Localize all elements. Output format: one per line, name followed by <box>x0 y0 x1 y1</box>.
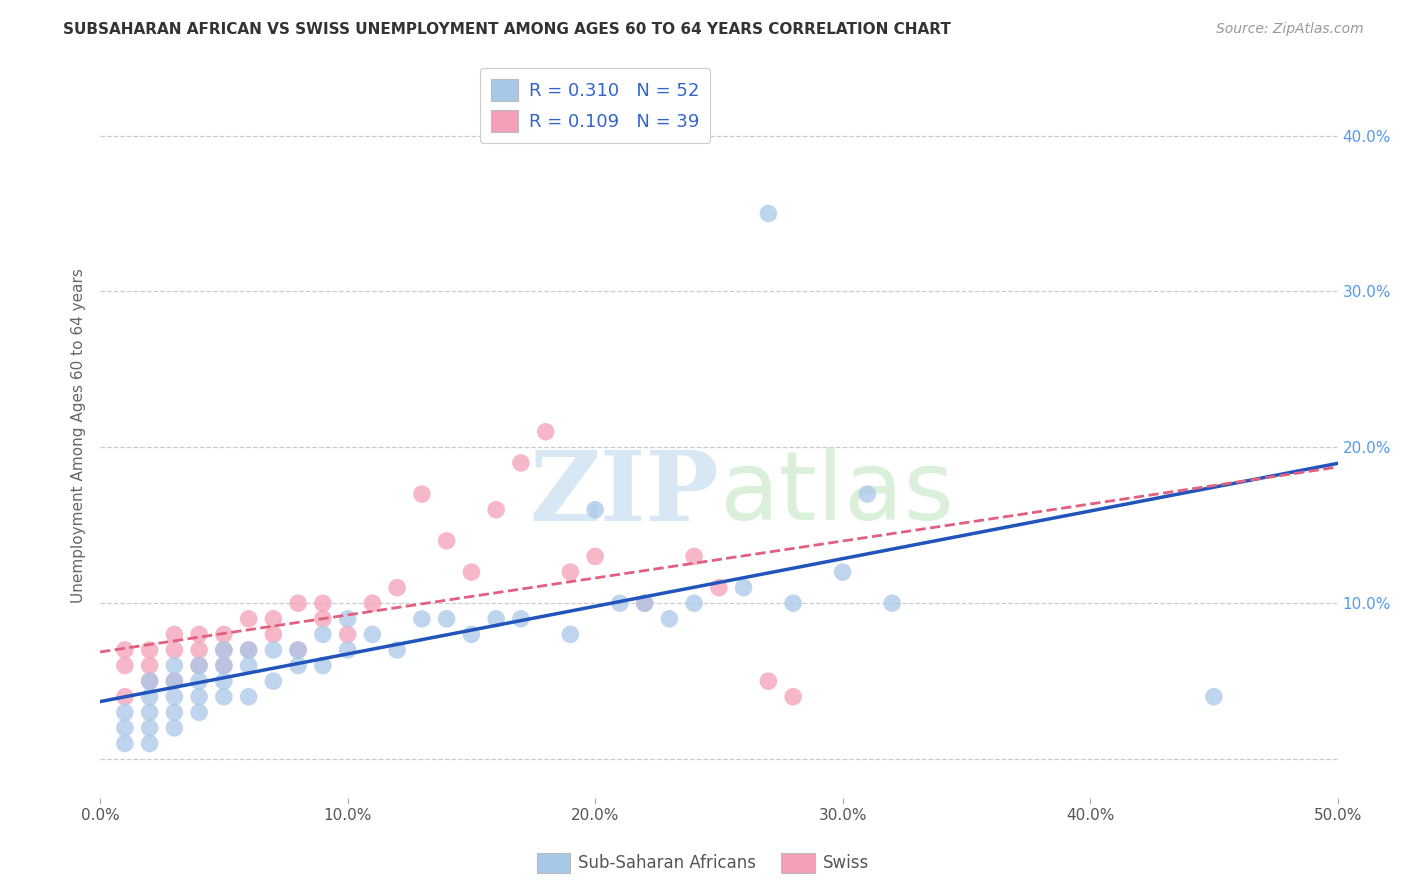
Point <box>114 658 136 673</box>
Point <box>287 643 309 657</box>
Text: SUBSAHARAN AFRICAN VS SWISS UNEMPLOYMENT AMONG AGES 60 TO 64 YEARS CORRELATION C: SUBSAHARAN AFRICAN VS SWISS UNEMPLOYMENT… <box>63 22 950 37</box>
Point <box>831 565 853 579</box>
Point <box>658 612 681 626</box>
Point <box>212 658 235 673</box>
Point <box>188 658 211 673</box>
Point <box>138 674 160 689</box>
Point <box>485 612 508 626</box>
Point <box>733 581 755 595</box>
Point <box>758 674 780 689</box>
Point <box>114 690 136 704</box>
Point <box>114 737 136 751</box>
Point <box>758 206 780 220</box>
Point <box>560 627 582 641</box>
Text: Source: ZipAtlas.com: Source: ZipAtlas.com <box>1216 22 1364 37</box>
Point <box>509 612 531 626</box>
Point <box>262 612 284 626</box>
Point <box>609 596 631 610</box>
Point <box>361 627 384 641</box>
Point <box>188 690 211 704</box>
Point <box>212 643 235 657</box>
Point <box>238 658 260 673</box>
Point <box>138 643 160 657</box>
Point <box>188 643 211 657</box>
Point <box>212 674 235 689</box>
Point <box>287 658 309 673</box>
Point <box>212 627 235 641</box>
Point <box>163 627 186 641</box>
Point <box>336 643 359 657</box>
Point <box>485 502 508 516</box>
Point <box>1202 690 1225 704</box>
Point <box>460 627 482 641</box>
Point <box>163 658 186 673</box>
Point <box>287 643 309 657</box>
Legend: R = 0.310   N = 52, R = 0.109   N = 39: R = 0.310 N = 52, R = 0.109 N = 39 <box>481 68 710 143</box>
Point <box>882 596 904 610</box>
Point <box>262 627 284 641</box>
Point <box>460 565 482 579</box>
Point <box>163 674 186 689</box>
Point <box>411 487 433 501</box>
Point <box>238 643 260 657</box>
Point <box>782 596 804 610</box>
Point <box>238 690 260 704</box>
Point <box>583 549 606 564</box>
Point <box>312 596 335 610</box>
Point <box>138 706 160 720</box>
Point <box>560 565 582 579</box>
Point <box>138 658 160 673</box>
Point <box>411 612 433 626</box>
Point <box>262 674 284 689</box>
Point <box>683 549 706 564</box>
Point <box>163 643 186 657</box>
Point <box>163 690 186 704</box>
Point <box>212 643 235 657</box>
Point <box>633 596 655 610</box>
Point <box>163 721 186 735</box>
Point <box>138 737 160 751</box>
Legend: Sub-Saharan Africans, Swiss: Sub-Saharan Africans, Swiss <box>530 847 876 880</box>
Point <box>114 643 136 657</box>
Y-axis label: Unemployment Among Ages 60 to 64 years: Unemployment Among Ages 60 to 64 years <box>72 268 86 603</box>
Point <box>212 658 235 673</box>
Text: ZIP: ZIP <box>530 447 718 541</box>
Point <box>436 612 458 626</box>
Point <box>238 612 260 626</box>
Point <box>385 643 408 657</box>
Point <box>188 706 211 720</box>
Point <box>361 596 384 610</box>
Point <box>336 612 359 626</box>
Point <box>534 425 557 439</box>
Point <box>856 487 879 501</box>
Point <box>312 627 335 641</box>
Point <box>385 581 408 595</box>
Point <box>188 658 211 673</box>
Point <box>138 690 160 704</box>
Point <box>238 643 260 657</box>
Point <box>114 706 136 720</box>
Point <box>188 627 211 641</box>
Point <box>138 674 160 689</box>
Point <box>163 706 186 720</box>
Point <box>312 658 335 673</box>
Point <box>212 690 235 704</box>
Point <box>287 596 309 610</box>
Point <box>138 721 160 735</box>
Point <box>633 596 655 610</box>
Point <box>707 581 730 595</box>
Point <box>336 627 359 641</box>
Point <box>163 674 186 689</box>
Point <box>583 502 606 516</box>
Point <box>188 674 211 689</box>
Point <box>683 596 706 610</box>
Point <box>436 533 458 548</box>
Point <box>782 690 804 704</box>
Point <box>262 643 284 657</box>
Text: atlas: atlas <box>718 447 955 541</box>
Point <box>114 721 136 735</box>
Point <box>509 456 531 470</box>
Point <box>312 612 335 626</box>
